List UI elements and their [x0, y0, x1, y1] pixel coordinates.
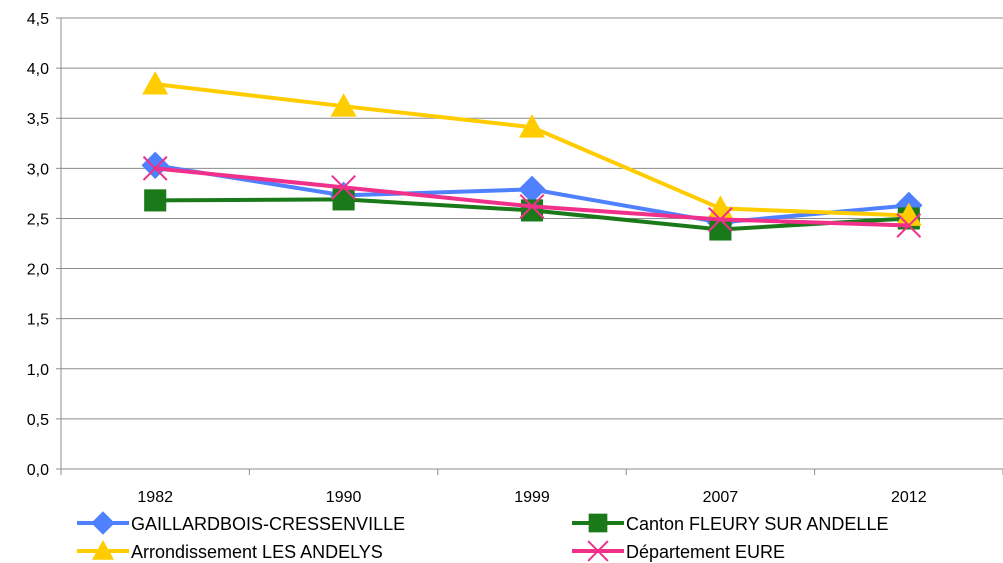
x-tick-label: 1982 — [137, 489, 173, 506]
y-tick-label: 0,0 — [27, 462, 49, 479]
data-point — [331, 174, 357, 200]
y-tick-label: 4,5 — [27, 11, 49, 28]
series-3 — [142, 155, 922, 238]
legend-label: Arrondissement LES ANDELYS — [131, 542, 383, 562]
x-marker-stroke — [519, 194, 545, 219]
legend-marker — [91, 511, 115, 535]
data-point — [896, 213, 922, 238]
x-marker-stroke — [331, 174, 357, 200]
data-point — [520, 199, 544, 222]
data-point — [709, 218, 732, 241]
data-point — [141, 151, 169, 180]
x-axis-ticks: 1982 1990 1999 2007 2012 — [60, 469, 1003, 506]
data-point — [330, 93, 357, 117]
legend-label: Canton FLEURY SUR ANDELLE — [626, 514, 888, 534]
y-tick-label: 2,5 — [27, 211, 49, 228]
y-tick-label: 0,5 — [27, 412, 49, 429]
legend: GAILLARDBOIS-CRESSENVILLE Canton FLEURY S… — [77, 511, 888, 562]
x-tick-label: 1990 — [326, 489, 362, 506]
legend-item: GAILLARDBOIS-CRESSENVILLE — [77, 511, 405, 535]
data-point — [707, 207, 733, 232]
x-marker-stroke — [587, 540, 609, 562]
legend-marker — [92, 540, 114, 560]
y-axis-ticks: 0,0 0,5 1,0 1,5 2,0 2,5 3,0 3,5 4,0 4,5 — [27, 11, 61, 479]
x-marker-stroke — [707, 207, 733, 232]
legend-marker — [587, 540, 609, 562]
data-point — [142, 155, 168, 181]
legend-label: Département EURE — [626, 542, 785, 562]
axes — [60, 18, 1003, 470]
y-tick-label: 3,0 — [27, 161, 49, 178]
data-point — [519, 114, 545, 138]
x-tick-label: 2012 — [891, 489, 927, 506]
x-marker-stroke — [896, 213, 922, 238]
data-point — [332, 188, 355, 211]
x-tick-label: 2007 — [703, 489, 739, 506]
x-marker-stroke — [142, 155, 168, 181]
data-point — [144, 189, 167, 212]
legend-item: Arrondissement LES ANDELYS — [77, 540, 383, 562]
y-tick-label: 1,5 — [27, 312, 49, 329]
x-tick-label: 1999 — [514, 489, 550, 506]
legend-marker — [588, 513, 608, 533]
y-tick-label: 4,0 — [27, 61, 49, 78]
y-tick-label: 3,5 — [27, 111, 49, 128]
legend-item: Département EURE — [572, 540, 785, 562]
data-point — [519, 194, 545, 219]
data-point — [142, 71, 169, 95]
y-tick-label: 2,0 — [27, 262, 49, 279]
legend-item: Canton FLEURY SUR ANDELLE — [572, 513, 888, 534]
series-layer — [141, 71, 923, 241]
y-tick-label: 1,0 — [27, 362, 49, 379]
legend-label: GAILLARDBOIS-CRESSENVILLE — [131, 514, 405, 534]
